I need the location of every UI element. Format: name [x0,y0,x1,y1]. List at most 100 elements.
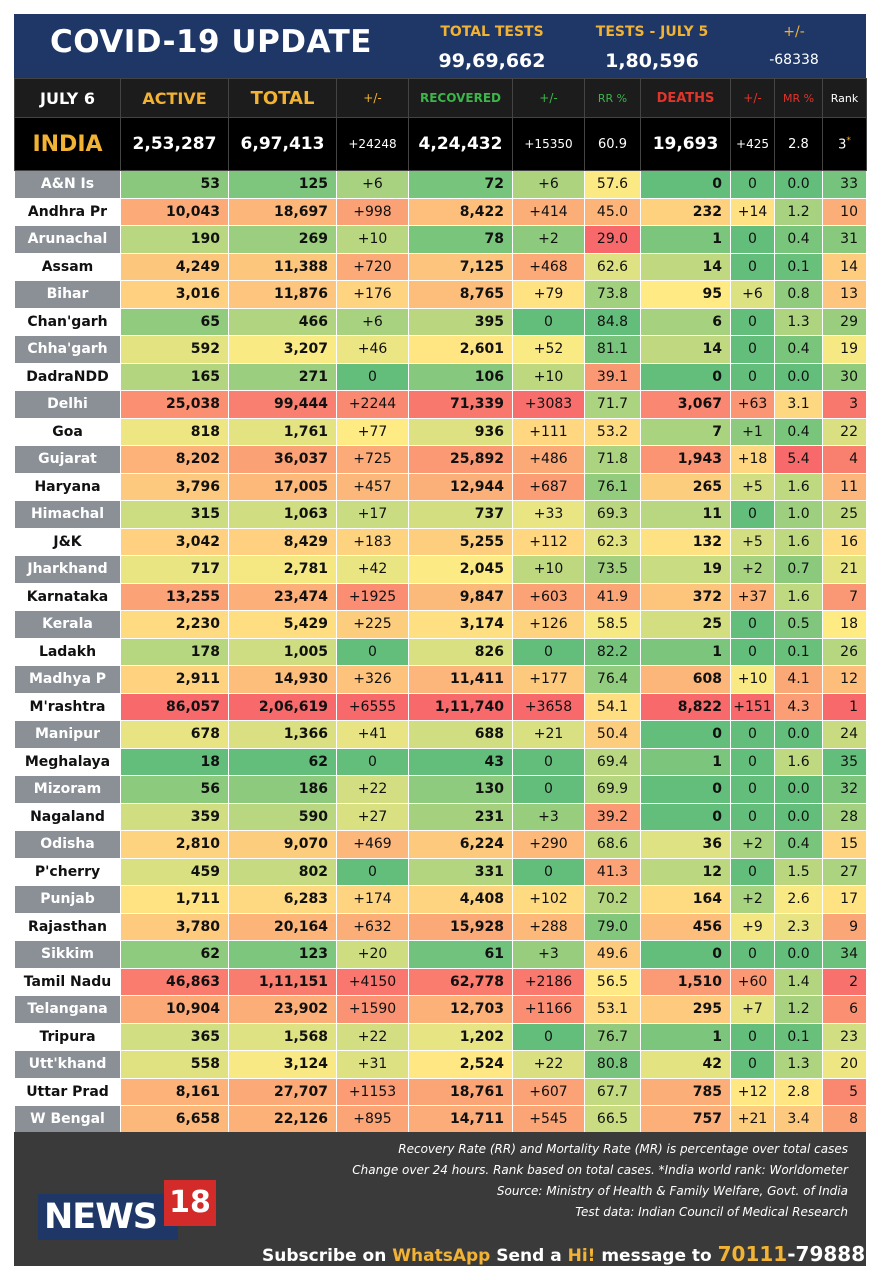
state-active: 2,911 [120,665,229,694]
state-total: 1,005 [228,637,337,666]
state-total: 6,283 [228,885,337,914]
state-recovered-change: 0 [512,857,585,886]
state-name: Manipur [14,720,121,749]
state-recovered-change: +33 [512,500,585,529]
state-rank: 25 [822,500,867,529]
state-rr: 62.3 [584,527,641,556]
state-mr: 1.2 [774,995,823,1024]
state-rank: 11 [822,472,867,501]
state-mr: 0.1 [774,637,823,666]
state-mr: 0.4 [774,225,823,254]
state-total-change: +469 [336,830,409,859]
state-name: Tamil Nadu [14,967,121,996]
state-rank: 9 [822,912,867,941]
state-deaths-change: +10 [730,665,775,694]
state-recovered: 43 [408,747,513,776]
state-name: Goa [14,417,121,446]
state-recovered: 18,761 [408,1077,513,1106]
state-name: Kerala [14,610,121,639]
state-mr: 0.0 [774,940,823,969]
state-recovered: 231 [408,802,513,831]
state-deaths: 42 [640,1050,731,1079]
state-row: Kerala 2,230 5,429 +225 3,174 +126 58.5 25 0 0.5 1… [14,610,867,639]
state-mr: 0.0 [774,720,823,749]
state-recovered: 12,944 [408,472,513,501]
state-active: 459 [120,857,229,886]
state-deaths: 0 [640,362,731,391]
state-active: 3,016 [120,280,229,309]
state-total-change: +41 [336,720,409,749]
state-total: 1,366 [228,720,337,749]
state-deaths: 12 [640,857,731,886]
state-name: P'cherry [14,857,121,886]
state-recovered-change: +545 [512,1105,585,1134]
state-total-change: +2244 [336,390,409,419]
state-total-change: +632 [336,912,409,941]
state-row: Goa 818 1,761 +77 936 +111 53.2 7 +1 0.4 22 [14,417,867,446]
state-recovered: 130 [408,775,513,804]
infographic: COVID-19 UPDATE TOTAL TESTS 99,69,662 TE… [14,14,867,1266]
state-rank: 33 [822,170,867,199]
state-rank: 23 [822,1022,867,1051]
state-recovered-change: +10 [512,362,585,391]
state-rr: 58.5 [584,610,641,639]
state-name: Madhya P [14,665,121,694]
state-row: J&K 3,042 8,429 +183 5,255 +112 62.3 132 +5 1.6 16 [14,527,867,556]
state-deaths: 14 [640,252,731,281]
state-mr: 3.4 [774,1105,823,1134]
state-active: 818 [120,417,229,446]
state-deaths-change: +12 [730,1077,775,1106]
state-total: 62 [228,747,337,776]
state-total-change: +1590 [336,995,409,1024]
state-active: 1,711 [120,885,229,914]
state-active: 4,249 [120,252,229,281]
state-recovered-change: +607 [512,1077,585,1106]
state-mr: 0.7 [774,555,823,584]
state-recovered: 6,224 [408,830,513,859]
state-rr: 69.9 [584,775,641,804]
state-deaths-change: +60 [730,967,775,996]
state-recovered: 61 [408,940,513,969]
state-deaths: 232 [640,197,731,226]
state-deaths-change: +7 [730,995,775,1024]
state-deaths-change: +14 [730,197,775,226]
state-deaths-change: 0 [730,335,775,364]
state-rank: 6 [822,995,867,1024]
state-deaths: 25 [640,610,731,639]
state-deaths: 0 [640,802,731,831]
state-name: W Bengal [14,1105,121,1134]
state-deaths-change: 0 [730,637,775,666]
state-recovered-change: +288 [512,912,585,941]
state-total-change: +10 [336,225,409,254]
state-mr: 4.3 [774,692,823,721]
state-row: Nagaland 359 590 +27 231 +3 39.2 0 0 0.0 28 [14,802,867,831]
state-rank: 26 [822,637,867,666]
state-deaths-change: +9 [730,912,775,941]
state-total: 5,429 [228,610,337,639]
state-active: 25,038 [120,390,229,419]
state-total: 23,902 [228,995,337,1024]
state-total: 9,070 [228,830,337,859]
state-recovered: 72 [408,170,513,199]
state-total: 1,761 [228,417,337,446]
column-header-row: JULY 6 ACTIVE TOTAL +/- RECOVERED +/- RR… [14,78,867,118]
state-active: 178 [120,637,229,666]
state-total: 17,005 [228,472,337,501]
state-active: 8,202 [120,445,229,474]
state-row: Rajasthan 3,780 20,164 +632 15,928 +288 79.0 45… [14,912,867,941]
state-deaths-change: 0 [730,252,775,281]
tests-day-value: 1,80,596 [605,50,699,72]
state-mr: 0.4 [774,417,823,446]
state-rr: 67.7 [584,1077,641,1106]
state-rr: 62.6 [584,252,641,281]
state-name: Tripura [14,1022,121,1051]
state-row: Assam 4,249 11,388 +720 7,125 +468 62.6 14 0 0.1 1… [14,252,867,281]
state-name: Mizoram [14,775,121,804]
footer-note-rank: Change over 24 hours. Rank based on tota… [352,1163,848,1177]
state-row: Chan'garh 65 466 +6 395 0 84.8 6 0 1.3 29 [14,307,867,336]
state-total: 22,126 [228,1105,337,1134]
state-deaths-change: 0 [730,720,775,749]
state-row: Bihar 3,016 11,876 +176 8,765 +79 73.8 95 +6 0.8 1… [14,280,867,309]
state-recovered: 2,601 [408,335,513,364]
state-mr: 1.6 [774,582,823,611]
